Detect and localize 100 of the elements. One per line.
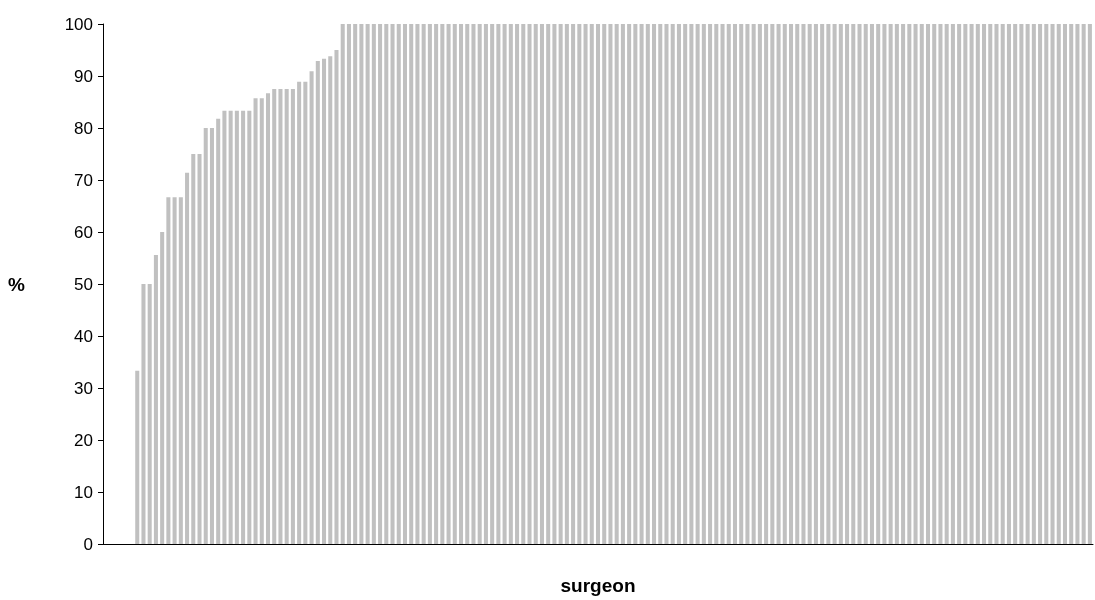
- bar: [1031, 24, 1036, 544]
- bar: [365, 24, 370, 544]
- bar: [789, 24, 794, 544]
- bar: [845, 24, 850, 544]
- bar: [539, 24, 544, 544]
- bar: [272, 89, 277, 544]
- bar: [446, 24, 451, 544]
- bar: [502, 24, 507, 544]
- bar: [826, 24, 831, 544]
- bar: [739, 24, 744, 544]
- bar: [664, 24, 669, 544]
- bar: [209, 128, 214, 544]
- bar: [191, 154, 196, 544]
- bar: [527, 24, 532, 544]
- bar: [583, 24, 588, 544]
- bar: [508, 24, 513, 544]
- y-tick-label: 10: [74, 482, 93, 502]
- bar: [857, 24, 862, 544]
- bar: [907, 24, 912, 544]
- bar: [203, 128, 208, 544]
- bar: [745, 24, 750, 544]
- bar: [608, 24, 613, 544]
- bar: [683, 24, 688, 544]
- bar: [558, 24, 563, 544]
- bar: [982, 24, 987, 544]
- bar: [1006, 24, 1011, 544]
- bar: [1013, 24, 1018, 544]
- bar: [938, 24, 943, 544]
- bar: [838, 24, 843, 544]
- bar: [533, 24, 538, 544]
- bar: [764, 24, 769, 544]
- bar: [944, 24, 949, 544]
- bar: [695, 24, 700, 544]
- bar: [975, 24, 980, 544]
- bar: [1062, 24, 1067, 544]
- bar: [178, 197, 183, 544]
- bar: [776, 24, 781, 544]
- bar: [807, 24, 812, 544]
- bar: [670, 24, 675, 544]
- x-axis-title: surgeon: [560, 575, 636, 596]
- bar: [141, 284, 146, 544]
- bar: [1056, 24, 1061, 544]
- bar: [322, 58, 327, 544]
- bar: [708, 24, 713, 544]
- bar: [969, 24, 974, 544]
- y-tick-label: 20: [74, 430, 93, 450]
- bar: [465, 24, 470, 544]
- y-tick-label: 30: [74, 378, 93, 398]
- bar: [459, 24, 464, 544]
- bar: [197, 154, 202, 544]
- bar: [241, 110, 246, 544]
- bar: [701, 24, 706, 544]
- y-tick-label: 70: [74, 170, 93, 190]
- bar: [521, 24, 526, 544]
- bar: [627, 24, 632, 544]
- y-tick-label: 100: [64, 14, 93, 34]
- bar: [894, 24, 899, 544]
- bar: [801, 24, 806, 544]
- bar: [770, 24, 775, 544]
- bar: [1050, 24, 1055, 544]
- bar: [950, 24, 955, 544]
- bar: [409, 24, 414, 544]
- bar: [259, 98, 264, 544]
- bar: [284, 89, 289, 544]
- bar: [757, 24, 762, 544]
- bar: [639, 24, 644, 544]
- bar: [427, 24, 432, 544]
- bar: [228, 110, 233, 544]
- bar: [490, 24, 495, 544]
- bar: [315, 60, 320, 544]
- bar: [1075, 24, 1080, 544]
- y-tick-label: 80: [74, 118, 93, 138]
- bar: [371, 24, 376, 544]
- bar: [645, 24, 650, 544]
- bar: [876, 24, 881, 544]
- bar: [832, 24, 837, 544]
- bar: [147, 284, 152, 544]
- bar: [732, 24, 737, 544]
- bar: [1081, 24, 1086, 544]
- bar: [172, 197, 177, 544]
- bar: [297, 81, 302, 544]
- bar: [882, 24, 887, 544]
- bar: [963, 24, 968, 544]
- bar: [222, 110, 227, 544]
- bar: [278, 89, 283, 544]
- bar: [440, 24, 445, 544]
- bar: [483, 24, 488, 544]
- bar: [658, 24, 663, 544]
- bar: [957, 24, 962, 544]
- bar: [714, 24, 719, 544]
- bar: [577, 24, 582, 544]
- bar: [415, 24, 420, 544]
- bar: [1019, 24, 1024, 544]
- bar: [888, 24, 893, 544]
- bar: [384, 24, 389, 544]
- bar: [471, 24, 476, 544]
- bar: [359, 24, 364, 544]
- bar: [334, 50, 339, 544]
- bar: [247, 110, 252, 544]
- y-tick-label: 40: [74, 326, 93, 346]
